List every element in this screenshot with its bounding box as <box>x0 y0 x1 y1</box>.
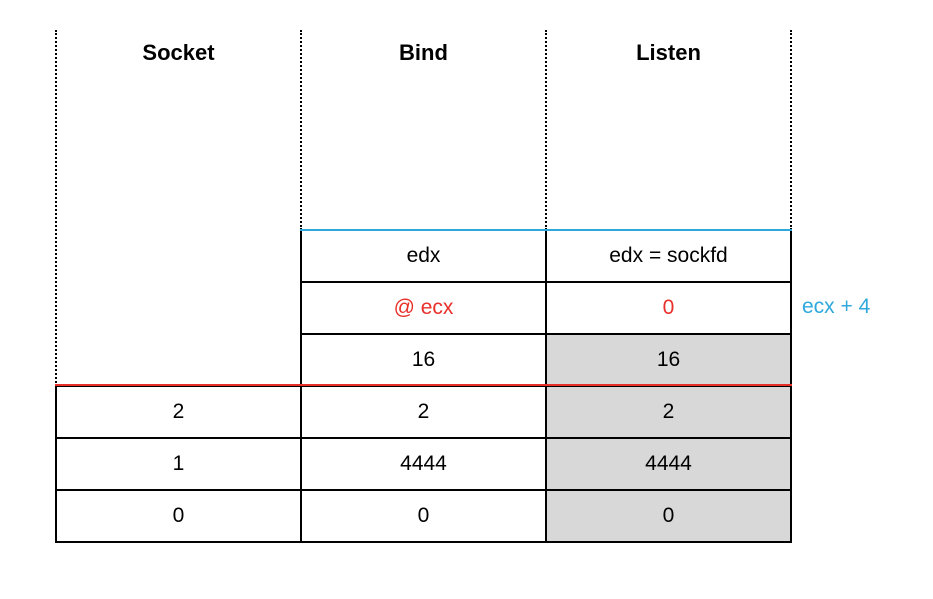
listen-cell-sockfd: edx = sockfd <box>545 229 792 283</box>
dotted-divider-right <box>790 30 792 230</box>
socket-cell-row-3: 0 <box>55 489 302 543</box>
ecx-offset-label: ecx + 4 <box>802 295 871 318</box>
listen-cell-row-3: 0 <box>545 489 792 543</box>
listen-cell-16: 16 <box>545 333 792 387</box>
dotted-divider-socket-bind <box>300 30 302 230</box>
listen-cell-row-1: 2 <box>545 385 792 439</box>
header-bind: Bind <box>399 40 448 65</box>
bind-cell-row-3: 0 <box>300 489 547 543</box>
bind-cell-addrlen: 16 <box>300 333 547 387</box>
bind-cell-row-1: 2 <box>300 385 547 439</box>
socket-cell-row-1: 2 <box>55 385 302 439</box>
dotted-divider-bind-listen <box>545 30 547 230</box>
header-listen: Listen <box>636 40 701 65</box>
bind-cell-edx: edx <box>300 229 547 283</box>
dotted-divider-left <box>55 30 57 386</box>
header-socket: Socket <box>142 40 215 65</box>
listen-cell-backlog: 0 <box>545 281 792 335</box>
red-stack-top-line <box>55 384 792 386</box>
bind-cell-ecx-pointer: @ ecx <box>300 281 547 335</box>
socket-cell-row-2: 1 <box>55 437 302 491</box>
blue-stack-top-line <box>300 229 792 231</box>
listen-cell-row-2: 4444 <box>545 437 792 491</box>
bind-cell-row-2: 4444 <box>300 437 547 491</box>
